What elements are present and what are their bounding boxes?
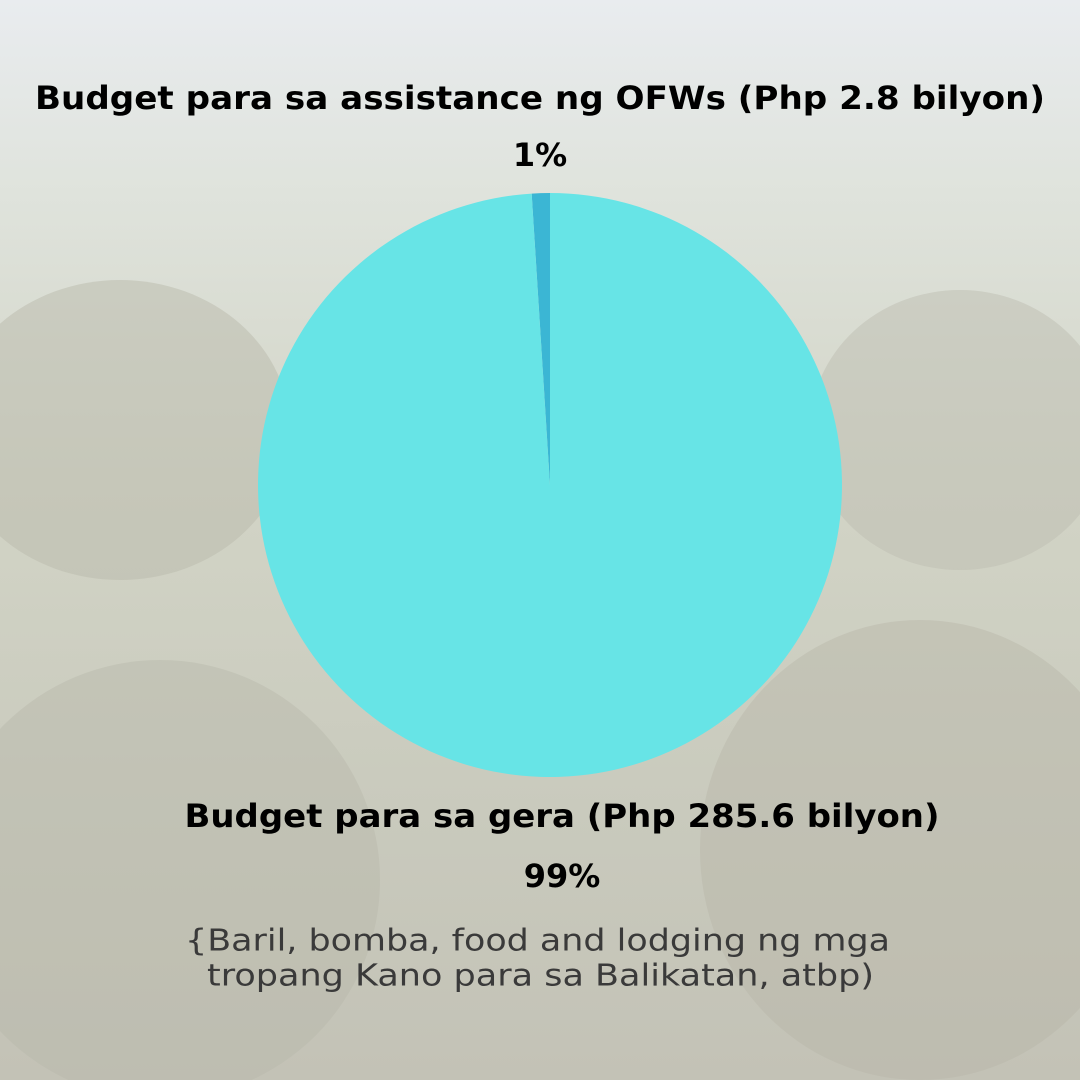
pie-slice xyxy=(531,193,550,485)
value-label: 99% xyxy=(524,857,601,895)
note: {Baril, bomba, food and lodging ng mga xyxy=(185,924,890,959)
background-shape xyxy=(0,280,290,580)
background-shape xyxy=(700,620,1080,1080)
note: tropang Kano para sa Balikatan, atbp) xyxy=(207,959,874,994)
pie-slice xyxy=(258,193,843,777)
background-shape xyxy=(810,290,1080,570)
pie xyxy=(258,193,843,777)
value-label: 1% xyxy=(513,136,567,174)
background-shape xyxy=(0,660,380,1080)
slice-label: Budget para sa gera (Php 285.6 bilyon) xyxy=(185,797,940,835)
slice-label: Budget para sa assistance ng OFWs (Php 2… xyxy=(35,79,1045,117)
